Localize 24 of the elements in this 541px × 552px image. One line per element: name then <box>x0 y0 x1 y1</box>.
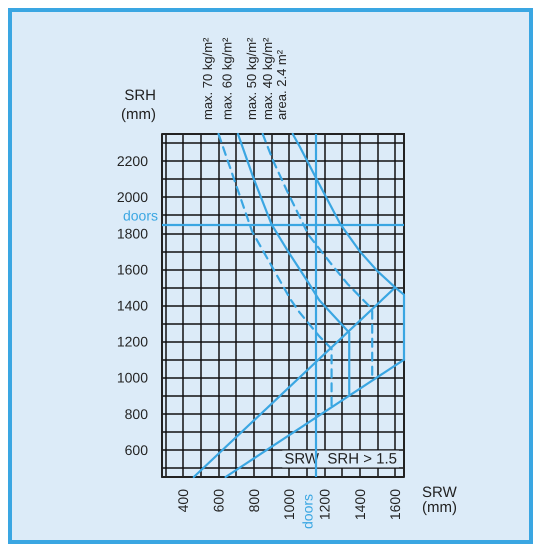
x-tick-label: 1200 <box>316 488 333 520</box>
y-tick-label: 600 <box>124 442 148 458</box>
ref-line-label: doors <box>122 207 158 224</box>
y-tick-label: 1400 <box>116 298 148 314</box>
y-tick-label: 1000 <box>116 370 148 386</box>
x-axis-title: SRW (mm) <box>422 484 458 516</box>
text: max. 50 kg/m² <box>244 36 260 120</box>
text: max. 70 kg/m² <box>200 36 216 120</box>
x-tick-label: 600 <box>210 488 227 512</box>
y-tick-label: 2200 <box>116 153 148 170</box>
x-tick-label: 800 <box>246 488 262 512</box>
y-tick-label: 1200 <box>116 334 148 350</box>
y-tick-label: 1600 <box>116 261 148 278</box>
x-tick-label: 1400 <box>352 488 368 520</box>
ref-line-label: doors <box>300 494 316 529</box>
x-tick-label: 400 <box>175 488 192 512</box>
text: max. 40 kg/m² area. 2.4 m² <box>260 36 290 120</box>
x-tick-label: 1000 <box>281 488 298 520</box>
x-tick-label: 1600 <box>387 488 404 520</box>
y-tick-label: 2000 <box>116 189 148 206</box>
y-tick-label: 1800 <box>116 225 148 242</box>
y-tick-label: 800 <box>124 406 148 422</box>
text: max. 60 kg/m² <box>219 36 234 120</box>
y-axis-title: SRH (mm) <box>121 87 156 123</box>
